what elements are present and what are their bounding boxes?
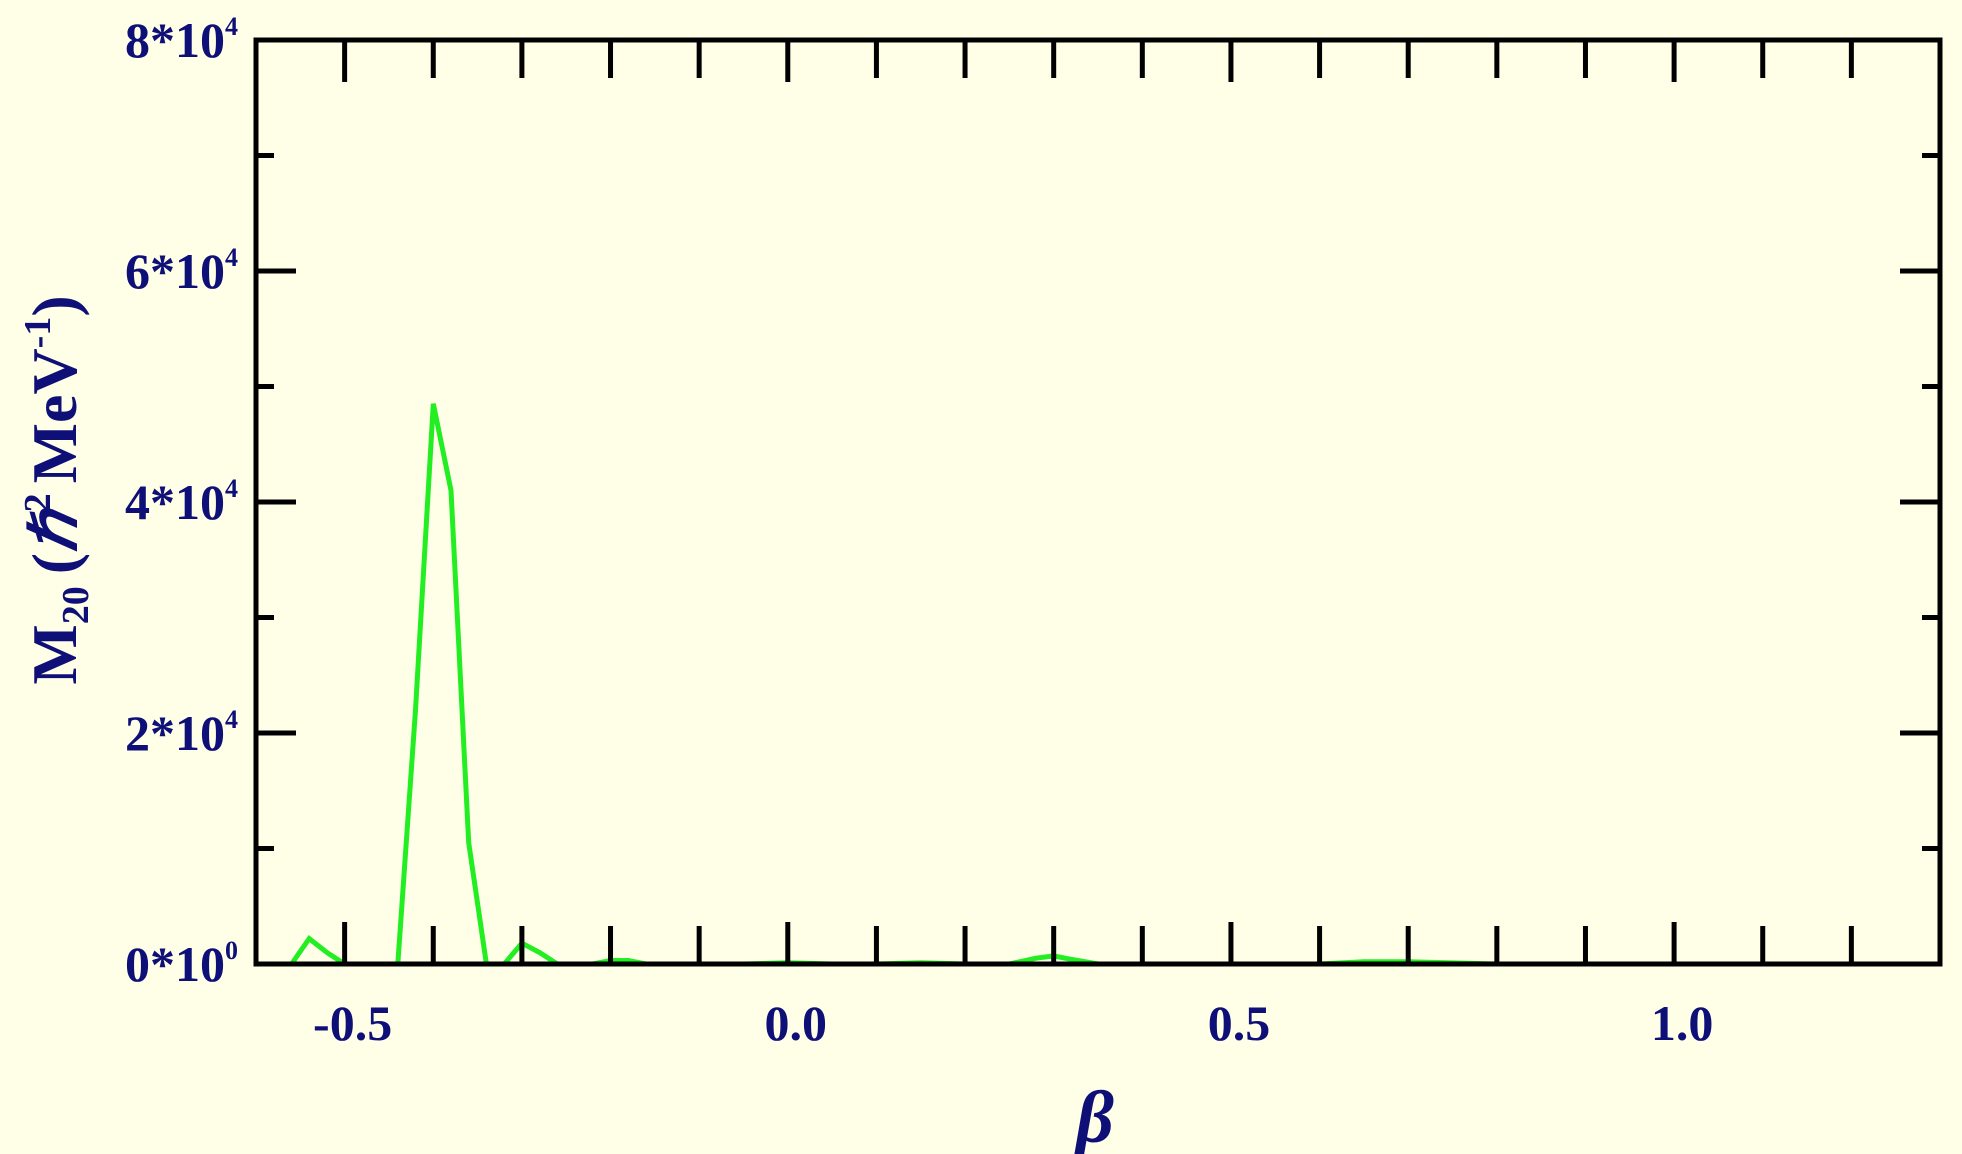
y-tick-label: 4*104 (125, 474, 238, 530)
x-tick-label: 0.5 (1208, 995, 1271, 1051)
y-tick-label-mantissa: 6*10 (125, 243, 225, 299)
y-tick-label: 0*100 (125, 936, 238, 992)
y-tick-label-mantissa: 8*10 (125, 12, 225, 68)
x-tick-label: -0.5 (313, 995, 392, 1051)
y-tick-label-mantissa: 0*10 (125, 936, 225, 992)
y-axis-title-close: ) (19, 295, 90, 316)
y-tick-label-mantissa: 4*10 (125, 474, 225, 530)
y-tick-label-exponent: 4 (225, 705, 238, 734)
y-tick-label-exponent: 0 (225, 936, 238, 965)
y-axis-title-open: ( (19, 553, 90, 574)
x-axis-title: β (1073, 1077, 1114, 1154)
y-tick-label: 6*104 (125, 243, 238, 299)
y-tick-label-mantissa: 2*10 (125, 705, 225, 761)
y-tick-label-exponent: 4 (225, 12, 238, 41)
plot-frame (253, 37, 1943, 967)
y-axis-title-unit: MeV (19, 348, 90, 483)
y-tick-label-exponent: 4 (225, 243, 238, 272)
y-axis-title-main: M (19, 624, 90, 684)
x-tick-label: 1.0 (1651, 995, 1714, 1051)
y-axis-title-hbar: ℏ (19, 507, 90, 553)
y-tick-label: 8*104 (125, 12, 238, 68)
x-tick-label: 0.0 (765, 995, 828, 1051)
ticks-layer (256, 40, 1940, 964)
y-tick-label: 2*104 (125, 705, 238, 761)
y-axis-title-sub: 20 (55, 586, 97, 624)
y-axis-title: M20 (ℏ2 MeV-1) (17, 295, 97, 684)
y-axis-title-unit-sup: -1 (17, 317, 59, 349)
y-tick-label-exponent: 4 (225, 474, 238, 503)
y-axis-title-hbar-sup: 2 (17, 493, 59, 512)
